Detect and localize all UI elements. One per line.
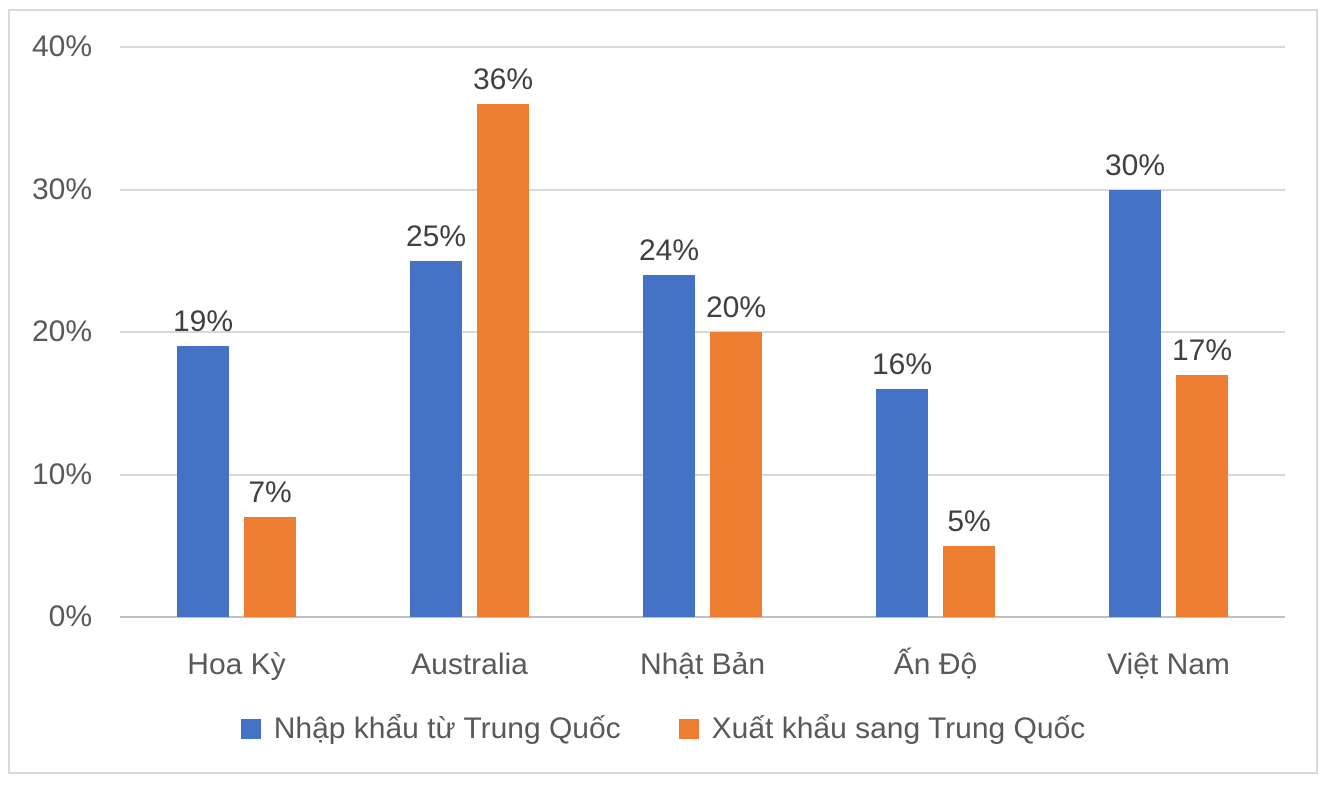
bar-wrap: 17% <box>1172 335 1232 617</box>
data-label: 24% <box>638 234 700 267</box>
gridline <box>120 46 1285 48</box>
legend-item-series-2: Xuất khẩu sang Trung Quốc <box>678 712 1086 745</box>
data-label: 20% <box>705 291 767 324</box>
bar <box>177 346 229 617</box>
data-label: 16% <box>871 348 933 381</box>
gridline <box>120 473 1285 476</box>
bar-group: 30% 17% <box>1052 47 1285 617</box>
bar <box>876 389 928 617</box>
bar-group: 25% 36% <box>353 47 586 617</box>
bar-wrap: 36% <box>473 65 533 617</box>
bar <box>477 104 529 617</box>
bar-wrap: 7% <box>244 478 296 617</box>
y-tick-label: 0% <box>48 600 92 633</box>
data-label: 7% <box>248 476 292 510</box>
data-label: 36% <box>472 63 534 96</box>
bar-wrap: 19% <box>173 307 233 617</box>
data-label: 5% <box>947 504 991 538</box>
x-category-label: Việt Nam <box>1107 648 1230 681</box>
legend-item-series-1: Nhập khẩu từ Trung Quốc <box>240 712 621 745</box>
x-axis-line <box>120 616 1285 618</box>
x-category-label: Nhật Bản <box>639 648 766 681</box>
legend-label-series-2: Xuất khẩu sang Trung Quốc <box>711 712 1086 745</box>
bar-wrap: 16% <box>872 350 932 617</box>
legend-swatch-series-2-icon <box>678 719 699 739</box>
x-category-label: Australia <box>411 648 528 681</box>
data-label: 19% <box>172 305 234 339</box>
bar-wrap: 5% <box>943 506 995 617</box>
legend-swatch-series-1-icon <box>240 719 261 739</box>
bar <box>643 275 695 617</box>
bar-wrap: 25% <box>406 221 466 617</box>
bar-group: 19% 7% <box>120 47 353 617</box>
plot-area: 19% 7% 25% 36% 24% 20% 16% 5% 30% 17% <box>120 46 1285 618</box>
data-label: 25% <box>405 219 467 253</box>
bar-wrap: 24% <box>639 236 699 617</box>
bar <box>410 260 462 617</box>
y-tick-label: 10% <box>31 457 92 491</box>
bar-wrap: 20% <box>706 293 766 617</box>
bar-group: 16% 5% <box>819 47 1052 617</box>
chart-frame: 19% 7% 25% 36% 24% 20% 16% 5% 30% 17% 0% 10% 20% 30%… <box>8 9 1318 774</box>
x-category-label: Hoa Kỳ <box>187 648 286 681</box>
data-label: 17% <box>1171 333 1233 367</box>
y-tick-label: 40% <box>31 30 92 63</box>
bar <box>943 545 995 617</box>
bar-wrap: 30% <box>1105 150 1165 617</box>
bar-group: 24% 20% <box>586 47 819 617</box>
bar <box>1109 189 1161 617</box>
x-category-label: Ấn Độ <box>893 648 978 681</box>
bar <box>1176 374 1228 617</box>
bar <box>244 517 296 617</box>
legend-label-series-1: Nhập khẩu từ Trung Quốc <box>273 712 621 745</box>
gridline <box>120 331 1285 333</box>
legend: Nhập khẩu từ Trung Quốc Xuất khẩu sang T… <box>10 714 1316 744</box>
y-tick-label: 20% <box>31 315 92 348</box>
data-label: 30% <box>1104 148 1166 182</box>
gridline <box>120 188 1285 191</box>
y-tick-label: 30% <box>31 172 92 206</box>
bar <box>710 332 762 617</box>
